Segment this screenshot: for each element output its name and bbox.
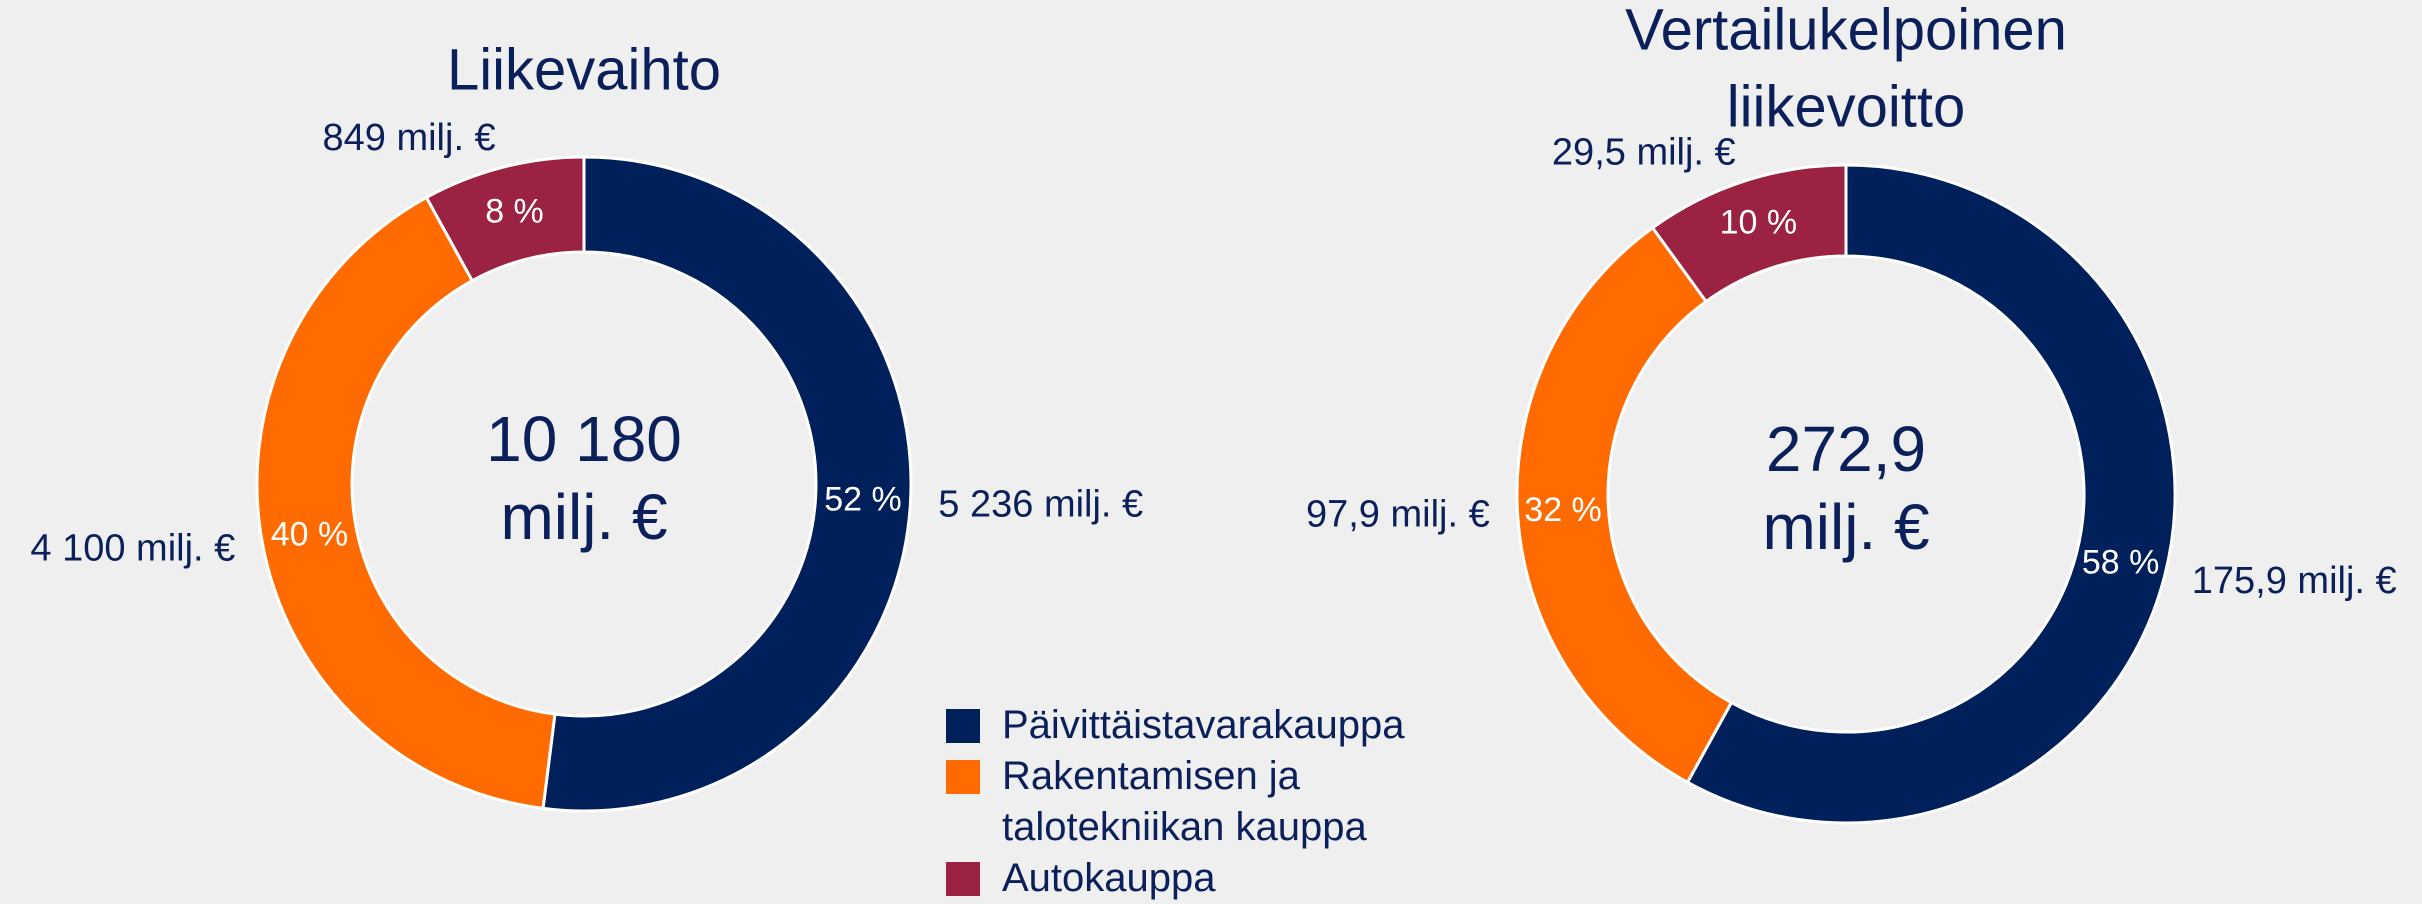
donut-segment [255,195,557,811]
center-label: milj. € [1762,491,1929,563]
amount-label: 4 100 milj. € [30,528,235,570]
donut-segment [1685,163,2177,825]
center-label: milj. € [500,481,667,553]
value-label: 8 % [485,192,544,230]
amount-label: 97,9 milj. € [1306,493,1490,535]
donut-segment [1515,225,1734,785]
legend: Päivittäistavarakauppa Rakentamisen ja ta… [946,700,1416,904]
donut-segment [424,155,586,283]
center-label: 10 180 [486,403,682,475]
value-label: 10 % [1720,203,1798,241]
value-label: 40 % [271,515,349,553]
value-label: 52 % [824,481,902,519]
amount-label: 849 milj. € [323,117,496,159]
legend-swatch [946,862,980,896]
chart-title: Liikevaihto [447,37,721,102]
amount-label: 29,5 milj. € [1552,132,1736,174]
legend-label: Päivittäistavarakauppa [1002,703,1405,747]
legend-label: Rakentamisen ja talotekniikan kauppa [1002,754,1367,849]
center-label: 272,9 [1766,413,1926,485]
donut-segment [541,155,913,813]
legend-label: Autokauppa [1002,856,1216,900]
legend-item: Autokauppa [946,853,1416,904]
donut-segment [1650,163,1848,304]
amount-label: 175,9 milj. € [2192,560,2397,602]
legend-item: Rakentamisen ja talotekniikan kauppa [946,751,1416,853]
legend-item: Päivittäistavarakauppa [946,700,1416,751]
value-label: 58 % [2082,543,2160,581]
chart-title: Vertailukelpoinen [1625,0,2067,62]
chart-title: liikevoitto [1727,74,1966,139]
legend-swatch [946,709,980,743]
amount-label: 5 236 milj. € [938,483,1143,525]
value-label: 32 % [1524,491,1602,529]
legend-swatch [946,760,980,794]
